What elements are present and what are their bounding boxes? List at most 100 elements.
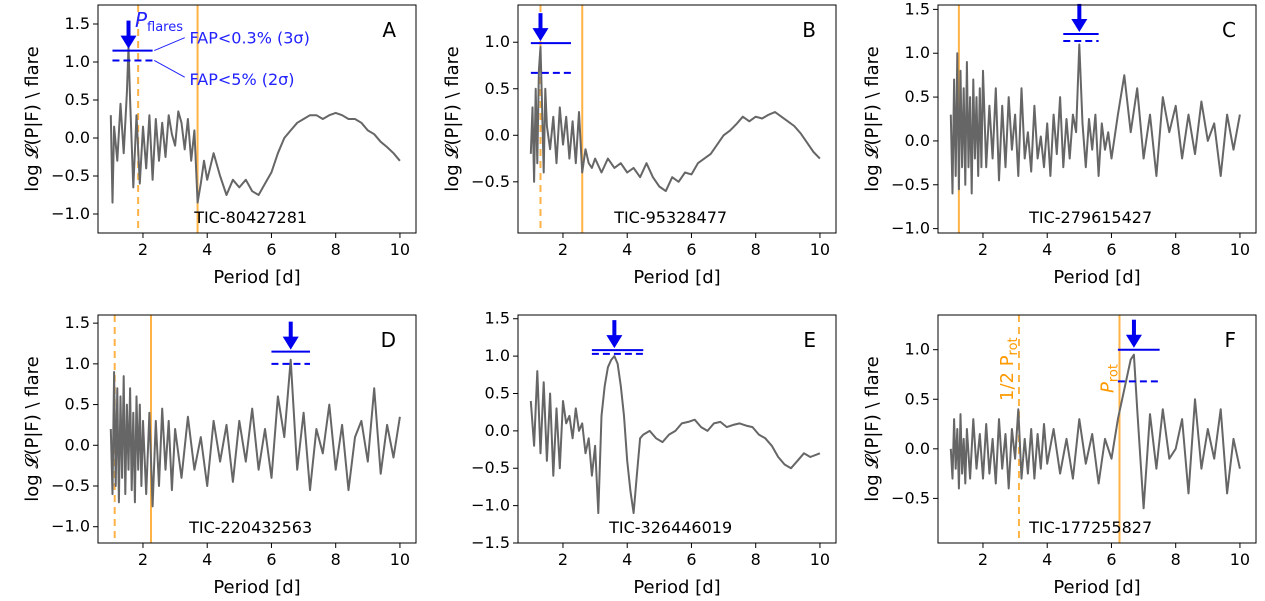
- axes-frame: [517, 314, 837, 544]
- x-tick-label: 10: [1230, 240, 1250, 259]
- y-tick-label: −1.5: [471, 533, 510, 552]
- panel-letter: F: [1224, 328, 1236, 352]
- x-tick-label: 6: [686, 550, 696, 569]
- periodogram-line: [529, 45, 821, 193]
- y-tick-label: −1.0: [471, 496, 510, 515]
- plot-area: [949, 315, 1241, 543]
- x-axis-label: Period [d]: [633, 577, 720, 598]
- periodogram-line: [949, 353, 1241, 510]
- x-tick-label: 4: [1042, 550, 1052, 569]
- axes-frame: [97, 4, 417, 234]
- y-tick-label: 0.5: [485, 383, 510, 402]
- flare-arrow-head: [1125, 334, 1142, 348]
- y-tick-label: −0.5: [471, 458, 510, 477]
- y-tick-label: 0.5: [905, 389, 930, 408]
- tic-label: TIC-279615427: [1028, 208, 1152, 227]
- y-tick-label: 0.5: [485, 79, 510, 98]
- y-tick-label: 0.0: [905, 131, 930, 150]
- x-tick-label: 2: [138, 550, 148, 569]
- axes-frame: [97, 314, 417, 544]
- axes-frame: [517, 4, 837, 234]
- y-tick-label: 1.0: [905, 340, 930, 359]
- axes-frame: [937, 4, 1257, 234]
- plot-area: [949, 5, 1241, 233]
- y-tick-label: 1.0: [65, 354, 90, 373]
- flare-arrow-head: [1071, 18, 1088, 32]
- x-axis-label: Period [d]: [1053, 577, 1140, 598]
- y-axis-label: log 𝓛(P|F) \ flare: [22, 46, 43, 192]
- x-tick-label: 4: [202, 550, 212, 569]
- x-tick-label: 8: [1171, 240, 1181, 259]
- x-tick-label: 6: [686, 240, 696, 259]
- axes-frame: [937, 314, 1257, 544]
- x-tick-label: 10: [810, 550, 830, 569]
- fap5-label: FAP<5% (2σ): [190, 70, 295, 89]
- tic-label: TIC-177255827: [1028, 518, 1152, 537]
- x-tick-label: 8: [751, 240, 761, 259]
- periodogram-line: [949, 43, 1241, 195]
- panel-letter: E: [803, 328, 816, 352]
- x-tick-label: 8: [331, 550, 341, 569]
- periodogram-line: [109, 358, 401, 508]
- x-tick-label: 10: [1230, 550, 1250, 569]
- tic-label: TIC-220432563: [188, 518, 312, 537]
- y-tick-label: −0.5: [891, 175, 930, 194]
- plot-area: [109, 315, 401, 543]
- x-tick-label: 2: [978, 550, 988, 569]
- y-tick-label: 1.5: [65, 14, 90, 33]
- x-tick-label: 8: [331, 240, 341, 259]
- half-prot-label: 1/2 Prot: [997, 337, 1021, 401]
- y-tick-label: 1.0: [905, 43, 930, 62]
- y-tick-label: 0.5: [65, 90, 90, 109]
- panel-d: 2 4 6 8 10 −1.0 −0.5 0.0 0.5 1.0 1.5 Period [d] log …: [22, 313, 417, 598]
- x-axis-label: Period [d]: [213, 577, 300, 598]
- y-tick-label: 1.5: [65, 313, 90, 332]
- x-axis-label: Period [d]: [1053, 267, 1140, 288]
- x-tick-label: 2: [138, 240, 148, 259]
- y-tick-label: −0.5: [51, 166, 90, 185]
- x-tick-label: 4: [202, 240, 212, 259]
- x-tick-label: 10: [390, 550, 410, 569]
- tic-label: TIC-95328477: [613, 208, 727, 227]
- y-tick-label: 0.5: [905, 87, 930, 106]
- y-tick-label: 0.0: [485, 125, 510, 144]
- x-tick-label: 4: [1042, 240, 1052, 259]
- x-tick-label: 6: [266, 240, 276, 259]
- panel-a: 2 4 6 8 10 −1.0 −0.5 0.0 0.5 1.0 1.5 Period [d] log …: [22, 4, 417, 288]
- y-tick-label: −1.0: [891, 219, 930, 238]
- fap3-pointer: [154, 37, 185, 52]
- plot-area: [109, 5, 401, 233]
- pflares-label: Pflares: [135, 8, 183, 35]
- x-tick-label: 10: [390, 240, 410, 259]
- x-tick-label: 8: [1171, 550, 1181, 569]
- flare-arrow-head: [120, 35, 137, 49]
- flare-arrow-head: [606, 335, 623, 349]
- y-axis-label: log 𝓛(P|F) \ flare: [862, 356, 883, 502]
- x-tick-label: 4: [622, 240, 632, 259]
- x-tick-label: 8: [751, 550, 761, 569]
- x-tick-label: 2: [558, 240, 568, 259]
- y-tick-label: 1.0: [485, 346, 510, 365]
- x-tick-label: 10: [810, 240, 830, 259]
- y-tick-label: 1.5: [905, 0, 930, 18]
- x-tick-label: 6: [266, 550, 276, 569]
- flare-arrow-head: [532, 28, 549, 42]
- y-axis-label: log 𝓛(P|F) \ flare: [862, 46, 883, 192]
- panel-letter: B: [802, 18, 816, 42]
- y-tick-label: −1.0: [51, 517, 90, 536]
- tic-label: TIC-326446019: [608, 518, 732, 537]
- y-tick-label: 0.0: [905, 439, 930, 458]
- x-tick-label: 6: [1106, 550, 1116, 569]
- y-tick-label: 1.0: [65, 52, 90, 71]
- panel-c: 2 4 6 8 10 −1.0 −0.5 0.0 0.5 1.0 1.5 Period [d] log …: [862, 0, 1257, 288]
- panel-e: 2 4 6 8 10 −1.5 −1.0 −0.5 0.0 0.5 1.0 1.5 Period [d]…: [471, 309, 837, 598]
- y-tick-label: −0.5: [471, 172, 510, 191]
- y-tick-label: −0.5: [51, 476, 90, 495]
- panel-letter: D: [381, 328, 396, 352]
- y-tick-label: 0.5: [65, 395, 90, 414]
- fap3-label: FAP<0.3% (3σ): [190, 29, 310, 48]
- x-tick-label: 2: [978, 240, 988, 259]
- x-tick-label: 6: [1106, 240, 1116, 259]
- x-axis-label: Period [d]: [213, 267, 300, 288]
